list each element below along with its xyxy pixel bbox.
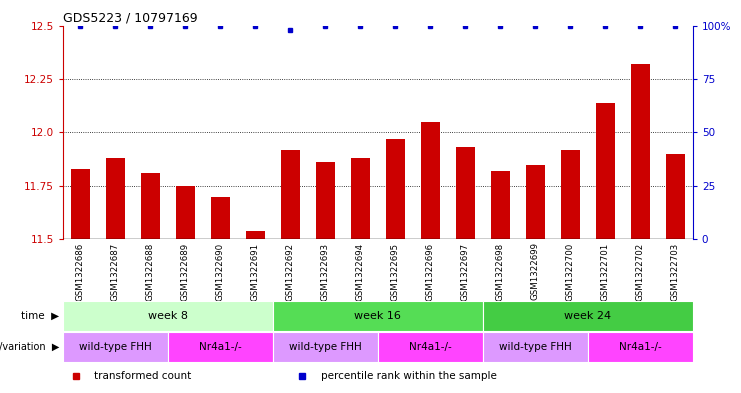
Text: GSM1322689: GSM1322689 bbox=[181, 242, 190, 301]
Text: GSM1322700: GSM1322700 bbox=[566, 242, 575, 301]
Text: transformed count: transformed count bbox=[95, 371, 192, 381]
Bar bbox=[631, 64, 650, 239]
Bar bbox=[386, 139, 405, 239]
Text: wild-type FHH: wild-type FHH bbox=[79, 342, 152, 352]
Text: week 16: week 16 bbox=[354, 311, 402, 321]
Bar bbox=[561, 150, 580, 239]
Text: wild-type FHH: wild-type FHH bbox=[499, 342, 572, 352]
Bar bbox=[273, 301, 483, 331]
Text: genotype/variation  ▶: genotype/variation ▶ bbox=[0, 342, 59, 352]
Text: GSM1322692: GSM1322692 bbox=[286, 242, 295, 301]
Bar bbox=[141, 173, 160, 239]
Text: GSM1322701: GSM1322701 bbox=[601, 242, 610, 301]
Bar bbox=[456, 147, 475, 239]
Bar bbox=[176, 186, 195, 239]
Text: GSM1322693: GSM1322693 bbox=[321, 242, 330, 301]
Bar bbox=[246, 231, 265, 239]
Bar bbox=[71, 169, 90, 239]
Bar bbox=[483, 301, 693, 331]
Bar bbox=[596, 103, 615, 239]
Bar bbox=[168, 332, 273, 362]
Bar bbox=[316, 162, 335, 239]
Text: GSM1322697: GSM1322697 bbox=[461, 242, 470, 301]
Text: GSM1322696: GSM1322696 bbox=[426, 242, 435, 301]
Bar bbox=[378, 332, 483, 362]
Text: GSM1322695: GSM1322695 bbox=[391, 242, 400, 301]
Bar bbox=[281, 150, 300, 239]
Text: GSM1322702: GSM1322702 bbox=[636, 242, 645, 301]
Bar bbox=[526, 165, 545, 239]
Bar bbox=[63, 301, 273, 331]
Text: time  ▶: time ▶ bbox=[21, 311, 59, 321]
Text: GSM1322703: GSM1322703 bbox=[671, 242, 679, 301]
Text: GSM1322698: GSM1322698 bbox=[496, 242, 505, 301]
Text: Nr4a1-/-: Nr4a1-/- bbox=[409, 342, 452, 352]
Bar bbox=[491, 171, 510, 239]
Text: Nr4a1-/-: Nr4a1-/- bbox=[619, 342, 662, 352]
Text: wild-type FHH: wild-type FHH bbox=[289, 342, 362, 352]
Text: GSM1322686: GSM1322686 bbox=[76, 242, 85, 301]
Bar bbox=[483, 332, 588, 362]
Bar bbox=[273, 332, 378, 362]
Bar bbox=[421, 122, 440, 239]
Text: GDS5223 / 10797169: GDS5223 / 10797169 bbox=[63, 11, 198, 24]
Text: GSM1322699: GSM1322699 bbox=[531, 242, 540, 300]
Bar bbox=[211, 196, 230, 239]
Text: week 24: week 24 bbox=[565, 311, 611, 321]
Bar bbox=[665, 154, 685, 239]
Text: GSM1322688: GSM1322688 bbox=[146, 242, 155, 301]
Text: GSM1322691: GSM1322691 bbox=[251, 242, 260, 301]
Text: GSM1322694: GSM1322694 bbox=[356, 242, 365, 301]
Text: percentile rank within the sample: percentile rank within the sample bbox=[322, 371, 497, 381]
Bar bbox=[106, 158, 125, 239]
Text: week 8: week 8 bbox=[148, 311, 188, 321]
Bar bbox=[63, 332, 168, 362]
Text: GSM1322690: GSM1322690 bbox=[216, 242, 225, 301]
Text: Nr4a1-/-: Nr4a1-/- bbox=[199, 342, 242, 352]
Bar bbox=[350, 158, 370, 239]
Text: GSM1322687: GSM1322687 bbox=[111, 242, 120, 301]
Bar bbox=[588, 332, 693, 362]
